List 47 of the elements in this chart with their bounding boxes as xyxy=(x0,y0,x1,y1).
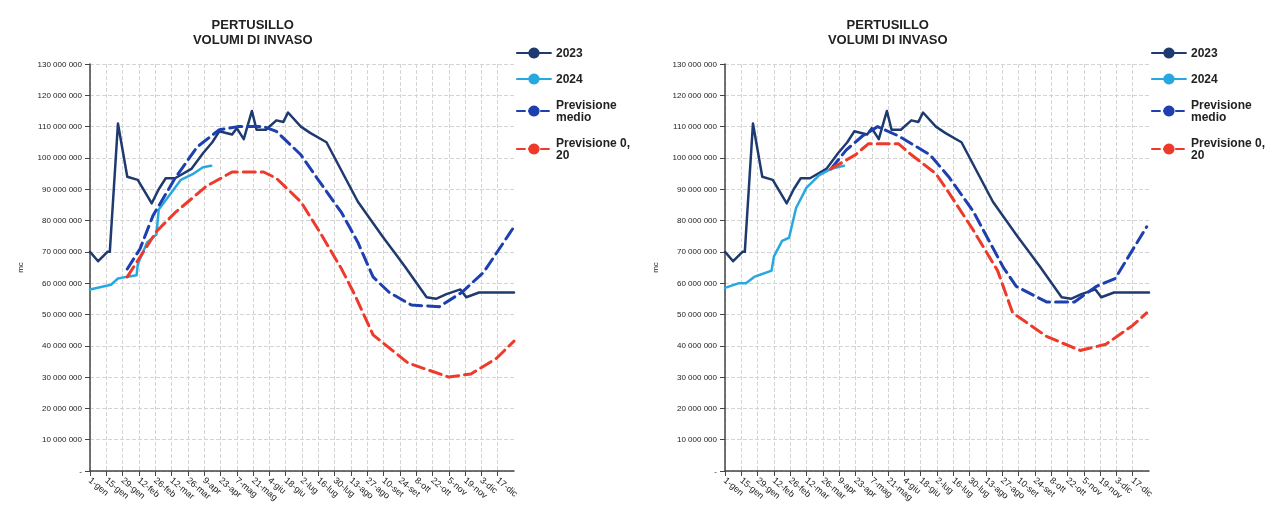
y-tick-label: 120 000 000 xyxy=(37,90,83,100)
y-tick-label: 60 000 000 xyxy=(41,278,83,288)
legend-label: Previsione medio xyxy=(1190,98,1255,124)
y-tick-label: 100 000 000 xyxy=(37,153,83,163)
y-tick-label: 90 000 000 xyxy=(41,184,83,194)
y-tick-label: 70 000 000 xyxy=(41,247,83,257)
y-tick-label: 120 000 000 xyxy=(672,90,718,100)
chart-title: PERTUSILLO VOLUMI DI INVASO xyxy=(827,17,948,47)
legend-label: 2024 xyxy=(1190,72,1218,86)
legend-label: 2024 xyxy=(555,72,583,86)
y-axis-title: mc xyxy=(15,262,25,273)
line-series xyxy=(829,125,1149,304)
y-tick-label: 130 000 000 xyxy=(672,59,718,69)
y-tick-label: 10 000 000 xyxy=(676,435,718,445)
y-tick-label: 30 000 000 xyxy=(41,372,83,382)
legend-label: Previsione medio xyxy=(555,98,620,124)
y-tick-label: 40 000 000 xyxy=(41,341,83,351)
y-tick-label: 40 000 000 xyxy=(676,341,718,351)
y-tick-label: - xyxy=(79,466,83,476)
y-tick-label: 20 000 000 xyxy=(676,403,718,413)
y-axis-title: mc xyxy=(650,262,660,273)
y-tick-label: 110 000 000 xyxy=(673,122,718,132)
y-tick-label: 70 000 000 xyxy=(676,247,718,257)
legend-label: Previsione 0,20 xyxy=(1190,136,1266,162)
y-tick-label: 20 000 000 xyxy=(41,403,83,413)
chart-title: PERTUSILLO VOLUMI DI INVASO xyxy=(192,17,313,47)
y-tick-label: 50 000 000 xyxy=(41,309,83,319)
line-series xyxy=(88,109,516,301)
legend-label: Previsione 0,20 xyxy=(555,136,631,162)
y-tick-label: 90 000 000 xyxy=(676,184,718,194)
y-tick-label: 110 000 000 xyxy=(38,122,83,132)
y-tick-label: 30 000 000 xyxy=(676,372,718,382)
y-tick-label: 60 000 000 xyxy=(676,278,718,288)
line-series xyxy=(723,164,846,290)
y-tick-label: 130 000 000 xyxy=(37,59,83,69)
line-series xyxy=(125,125,516,309)
line-series xyxy=(723,109,1151,301)
legend-label: 2023 xyxy=(1190,46,1218,60)
y-tick-label: - xyxy=(714,466,718,476)
y-tick-label: 100 000 000 xyxy=(672,153,718,163)
y-tick-label: 80 000 000 xyxy=(676,216,718,226)
line-series xyxy=(125,170,516,379)
y-tick-label: 50 000 000 xyxy=(676,309,718,319)
y-tick-label: 10 000 000 xyxy=(41,435,83,445)
line-series xyxy=(829,142,1149,352)
legend-label: 2023 xyxy=(555,46,583,60)
y-tick-label: 80 000 000 xyxy=(41,216,83,226)
